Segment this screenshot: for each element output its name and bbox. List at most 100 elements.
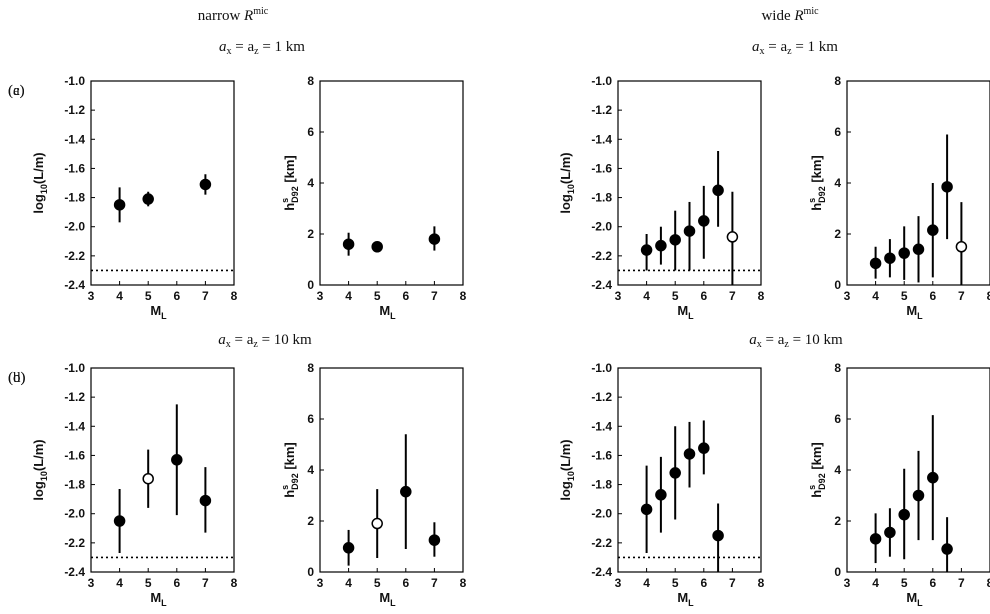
y-tick-label: -2.2 xyxy=(64,249,85,263)
data-point xyxy=(655,489,667,501)
y-tick-label: -1.0 xyxy=(64,74,85,88)
x-axis-label-main: M xyxy=(150,303,161,318)
panel-c-left: 3 4 5 6 7 8-2.4-2.2-2.0-1.8-1.6-1.4-1.2-1.0ML… xyxy=(8,74,765,321)
x-tick-label: 4 xyxy=(643,289,650,303)
data-point xyxy=(655,239,667,252)
y-tick-label: -1.8 xyxy=(64,478,85,492)
x-tick-label: 3 xyxy=(317,289,324,303)
x-tick-label: 8 xyxy=(758,289,765,303)
data-point xyxy=(113,199,126,211)
x-tick-label: 8 xyxy=(987,289,990,303)
y-tick-label: -2.2 xyxy=(591,249,612,263)
header-a-10km-left: ax = az = 10 km xyxy=(218,332,312,350)
y-tick-label: 0 xyxy=(307,278,314,292)
y-tick-label: 6 xyxy=(307,412,314,426)
y-axis-label-tail: [km] xyxy=(282,442,297,473)
x-tick-label: 6 xyxy=(929,576,936,590)
x-tick-label: 8 xyxy=(231,576,238,590)
data-point xyxy=(884,252,896,264)
header-narrow: narrow Rmic xyxy=(198,6,269,24)
x-axis-label-sub: L xyxy=(688,598,694,608)
x-tick-label: 6 xyxy=(402,576,409,590)
data-point xyxy=(113,515,126,527)
y-tick-label: -2.0 xyxy=(591,507,612,521)
y-axis-label-sub: D92 xyxy=(817,186,827,203)
y-axis-label-tail: (L/m) xyxy=(558,439,573,471)
data-point xyxy=(400,485,412,498)
x-tick-label: 7 xyxy=(729,289,736,303)
y-axis-label-tail: [km] xyxy=(282,155,297,186)
x-tick-label: 6 xyxy=(173,576,180,590)
y-tick-label: 8 xyxy=(834,74,841,88)
x-axis-label: ML xyxy=(150,590,167,608)
data-point xyxy=(199,178,212,191)
data-point xyxy=(898,247,910,259)
x-axis-label-main: M xyxy=(379,303,390,318)
data-point xyxy=(698,442,710,454)
x-tick-label: 8 xyxy=(987,576,990,590)
x-tick-label: 4 xyxy=(643,576,650,590)
y-tick-label: -1.8 xyxy=(591,191,612,205)
x-tick-label: 8 xyxy=(758,576,765,590)
x-axis-label-main: M xyxy=(677,303,688,318)
data-point xyxy=(428,534,441,546)
x-tick-label: 3 xyxy=(317,576,324,590)
x-tick-label: 7 xyxy=(729,576,736,590)
x-axis-label: ML xyxy=(906,590,923,608)
x-axis-label: ML xyxy=(677,303,694,321)
x-tick-label: 4 xyxy=(116,576,123,590)
data-point xyxy=(669,234,681,246)
y-tick-label: -1.6 xyxy=(591,161,612,175)
data-point xyxy=(712,184,724,197)
data-point xyxy=(927,224,939,236)
x-tick-label: 3 xyxy=(844,576,851,590)
plot-frame xyxy=(319,80,464,286)
header-a-1km-right: ax = az = 1 km xyxy=(752,39,838,57)
x-axis-label-main: M xyxy=(906,303,917,318)
y-tick-label: -2.0 xyxy=(64,220,85,234)
y-tick-label: -2.0 xyxy=(591,220,612,234)
x-tick-label: 8 xyxy=(460,289,467,303)
panel-d-left: 3 4 5 6 7 8-2.4-2.2-2.0-1.8-1.6-1.4-1.2-1.0ML… xyxy=(8,361,765,608)
x-tick-label: 4 xyxy=(872,289,879,303)
y-tick-label: 6 xyxy=(307,125,314,139)
y-axis-label-main: h xyxy=(809,490,824,498)
plot-frame xyxy=(90,367,235,573)
y-tick-label: -1.0 xyxy=(591,361,612,375)
data-point xyxy=(912,243,925,256)
y-axis-label-main: h xyxy=(282,203,297,211)
x-tick-label: 6 xyxy=(173,289,180,303)
data-point xyxy=(142,193,154,205)
y-axis-label-sup: s xyxy=(807,485,817,490)
header-a-1km-left: ax = az = 1 km xyxy=(219,39,305,57)
y-tick-label: 2 xyxy=(834,514,841,528)
y-tick-label: -1.8 xyxy=(64,191,85,205)
y-axis-label-tail: (L/m) xyxy=(558,152,573,184)
plot-frame xyxy=(617,367,762,573)
y-tick-label: 6 xyxy=(834,412,841,426)
x-axis-label: ML xyxy=(379,303,396,321)
y-axis-label-sub: 10 xyxy=(39,471,49,481)
plot-frame xyxy=(319,367,464,573)
y-tick-label: -1.4 xyxy=(64,419,85,433)
x-axis-label-sub: L xyxy=(917,598,923,608)
y-tick-label: -1.4 xyxy=(591,419,612,433)
panel-a-left: 3 4 5 6 7 8 -2.4 -2.2 -2.0 -1.8 -1.6 -1.4 -1.2 -1.0 ML… xyxy=(8,74,238,321)
x-tick-label: 8 xyxy=(231,289,238,303)
x-tick-label: 4 xyxy=(345,289,352,303)
y-tick-label: 0 xyxy=(834,278,841,292)
y-tick-label: 2 xyxy=(307,514,314,528)
y-tick-label: -1.2 xyxy=(591,103,612,117)
data-point-open xyxy=(371,517,383,530)
data-point xyxy=(912,489,925,502)
x-tick-label: 6 xyxy=(402,289,409,303)
y-axis-label-sup: s xyxy=(807,198,817,203)
panel-label: (c) xyxy=(8,83,25,99)
data-point xyxy=(342,542,355,554)
data-point xyxy=(869,533,882,545)
y-axis-label: log10(L/m) xyxy=(558,152,576,213)
x-axis-label-sub: L xyxy=(390,311,396,321)
y-axis-label-main: h xyxy=(809,203,824,211)
